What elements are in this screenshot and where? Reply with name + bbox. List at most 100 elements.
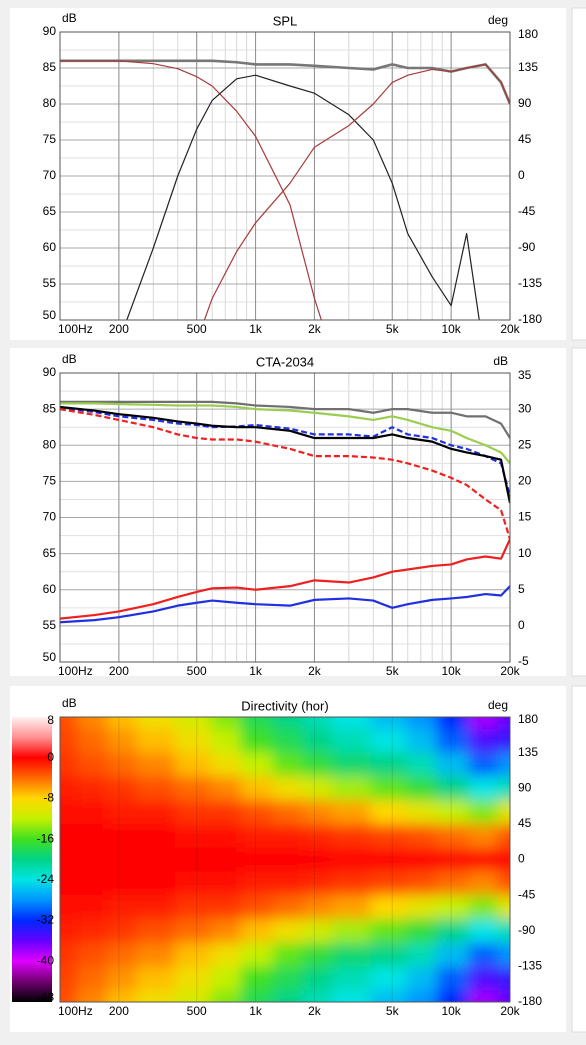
heatmap-cell [302,752,333,777]
heatmap-cell [136,776,176,801]
y2-tick-label: 25 [518,437,532,451]
heatmap-cell [406,918,437,944]
heatmap-cell [175,752,212,777]
y-axis-label: dB [62,11,77,25]
side-panel [571,347,586,677]
heatmap-cell [77,942,108,967]
heatmap-cell [497,776,510,801]
colorbar-tick-label: -24 [37,872,55,886]
heatmap-cell [331,966,372,991]
heatmap-cell [136,990,176,1002]
series-line [60,400,510,439]
series-line [60,402,510,465]
heatmap-cell [240,918,274,944]
heatmap-cell [77,871,108,896]
heatmap-cell [106,752,137,777]
heatmap-cell [331,942,372,967]
colorbar-tick-label: 8 [47,713,54,727]
heatmap-cell [60,847,78,872]
y-tick-label: 55 [43,276,57,290]
heatmap-cell [406,966,437,991]
y2-tick-label: 10 [518,546,532,560]
colorbar-tick-label: -40 [37,953,55,967]
y-tick-label: 85 [43,60,57,74]
y2-tick-label: -45 [518,887,536,901]
x-tick-label: 500 [187,322,207,336]
colorbar-tick-label: -32 [37,913,55,927]
heatmap-cell [468,717,499,730]
x-tick-label: 10k [441,1004,461,1018]
heatmap-cell [210,823,241,849]
heatmap-cell [175,990,212,1002]
heatmap-cell [272,895,303,920]
y-tick-label: 70 [43,510,57,524]
x-tick-label: 20k [500,664,520,678]
heatmap-cell [331,871,372,896]
heatmap-cell [302,918,333,944]
heatmap-cell [406,800,437,825]
y-tick-label: 70 [43,168,57,182]
heatmap-cell [302,895,333,920]
heatmap-cell [106,717,137,730]
x-tick-label: 100Hz [58,664,93,678]
series-line [60,538,510,620]
heatmap-cell [302,776,333,801]
heatmap-cell [435,823,469,849]
heatmap-cell [77,823,108,849]
y2-tick-label: 180 [518,27,538,41]
heatmap-cell [497,752,510,777]
heatmap-cell [106,990,137,1002]
heatmap-cell [370,823,408,849]
heatmap-cell [302,942,333,967]
chart-title: CTA-2034 [256,354,314,369]
y2-tick-label: 90 [518,780,532,794]
heatmap-cell [435,966,469,991]
y2-tick-label: 180 [518,712,538,726]
heatmap-cell [240,752,274,777]
heatmap-cell [370,717,408,730]
heatmap [60,717,510,1002]
heatmap-cell [210,728,241,754]
heatmap-cell [60,871,78,896]
side-panel [571,7,586,341]
heatmap-cell [106,823,137,849]
heatmap-cell [175,776,212,801]
heatmap-cell [240,717,274,730]
heatmap-cell [302,871,333,896]
heatmap-cell [136,895,176,920]
heatmap-cell [240,871,274,896]
heatmap-cell [331,895,372,920]
heatmap-cell [302,823,333,849]
heatmap-cell [435,871,469,896]
heatmap-cell [302,728,333,754]
heatmap-cell [497,717,510,730]
y2-tick-label: -5 [518,654,529,668]
heatmap-cell [136,823,176,849]
heatmap-cell [406,823,437,849]
y-tick-label: 90 [43,365,57,379]
x-tick-label: 5k [386,664,400,678]
x-tick-label: 5k [386,322,400,336]
heatmap-cell [136,800,176,825]
heatmap-cell [175,918,212,944]
heatmap-cell [331,800,372,825]
heatmap-cell [331,752,372,777]
heatmap-cell [406,752,437,777]
heatmap-cells [60,717,510,1002]
heatmap-cell [435,752,469,777]
heatmap-cell [370,728,408,754]
series-line [126,74,480,320]
heatmap-cell [406,717,437,730]
heatmap-cell [240,966,274,991]
heatmap-cell [210,918,241,944]
heatmap-cell [435,717,469,730]
heatmap-cell [106,871,137,896]
heatmap-cell [60,823,78,849]
y2-tick-label: -90 [518,923,536,937]
heatmap-cell [497,728,510,754]
heatmap-cell [435,728,469,754]
heatmap-cell [272,728,303,754]
y2-tick-label: -45 [518,204,536,218]
heatmap-cell [302,847,333,872]
heatmap-cell [272,823,303,849]
